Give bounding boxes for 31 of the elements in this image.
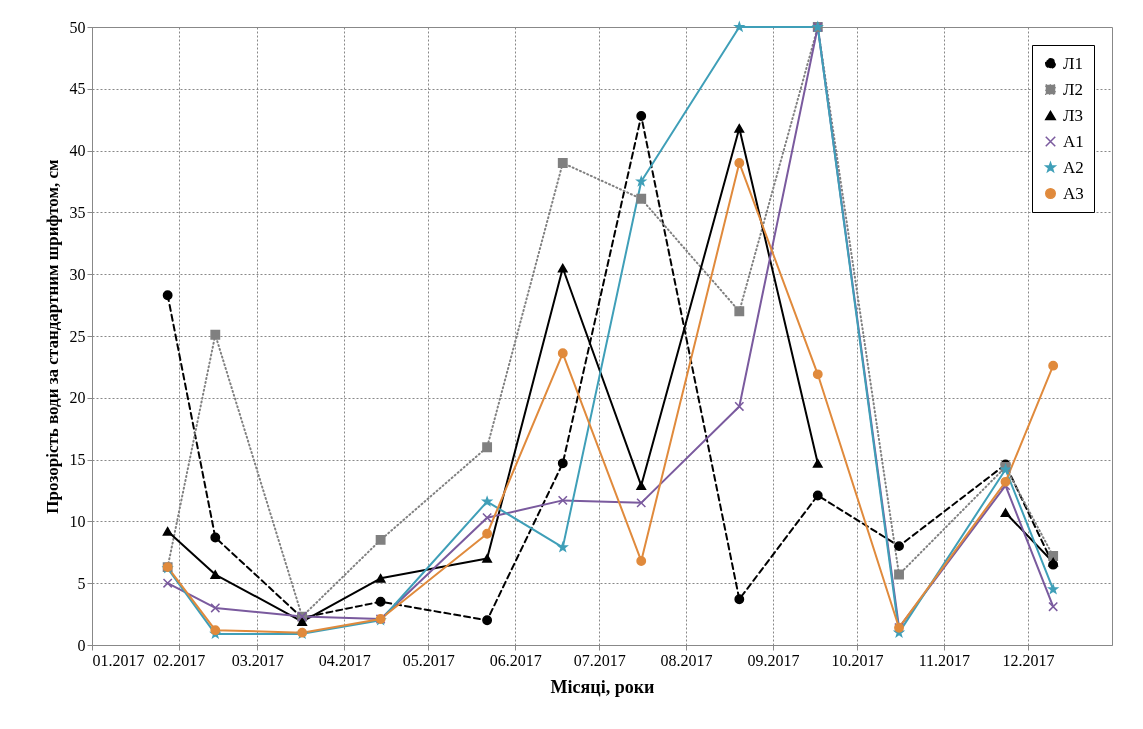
x-tick-label: 06.2017: [489, 651, 542, 669]
y-tick-label: 25: [69, 327, 86, 345]
y-tick-label: 35: [69, 203, 86, 221]
x-tick-label: 04.2017: [318, 651, 371, 669]
x-tick-label: 01.2017: [92, 651, 145, 669]
y-tick-label: 10: [69, 512, 86, 530]
x-tick-label: 07.2017: [573, 651, 626, 669]
y-tick-label: 0: [77, 636, 86, 654]
y-axis-title: Прозорість води за стандартним шрифтом, см: [42, 158, 62, 514]
x-tick-label: 05.2017: [402, 651, 455, 669]
y-tick-label: 45: [69, 80, 86, 98]
x-tick-label: 08.2017: [660, 651, 713, 669]
x-tick-label: 12.2017: [1002, 651, 1055, 669]
x-axis-title: Місяці, роки: [550, 676, 655, 697]
y-tick-label: 15: [69, 451, 86, 469]
legend-label: Л1: [1063, 53, 1084, 73]
legend-label: Л2: [1063, 79, 1084, 99]
y-tick-label: 40: [69, 142, 86, 160]
legend-label: А2: [1063, 157, 1084, 177]
legend-label: А1: [1063, 131, 1084, 151]
x-tick-label: 09.2017: [747, 651, 800, 669]
y-tick-label: 50: [69, 18, 86, 36]
x-tick-label: 11.2017: [918, 651, 971, 669]
legend-label: Л3: [1063, 105, 1084, 125]
y-tick-label: 5: [77, 574, 86, 592]
y-tick-label: 20: [69, 389, 86, 407]
y-tick-label: 30: [69, 265, 86, 283]
x-tick-label: 10.2017: [831, 651, 884, 669]
x-tick-label: 03.2017: [231, 651, 284, 669]
x-tick-label: 02.2017: [153, 651, 206, 669]
legend-label: А3: [1063, 183, 1084, 203]
